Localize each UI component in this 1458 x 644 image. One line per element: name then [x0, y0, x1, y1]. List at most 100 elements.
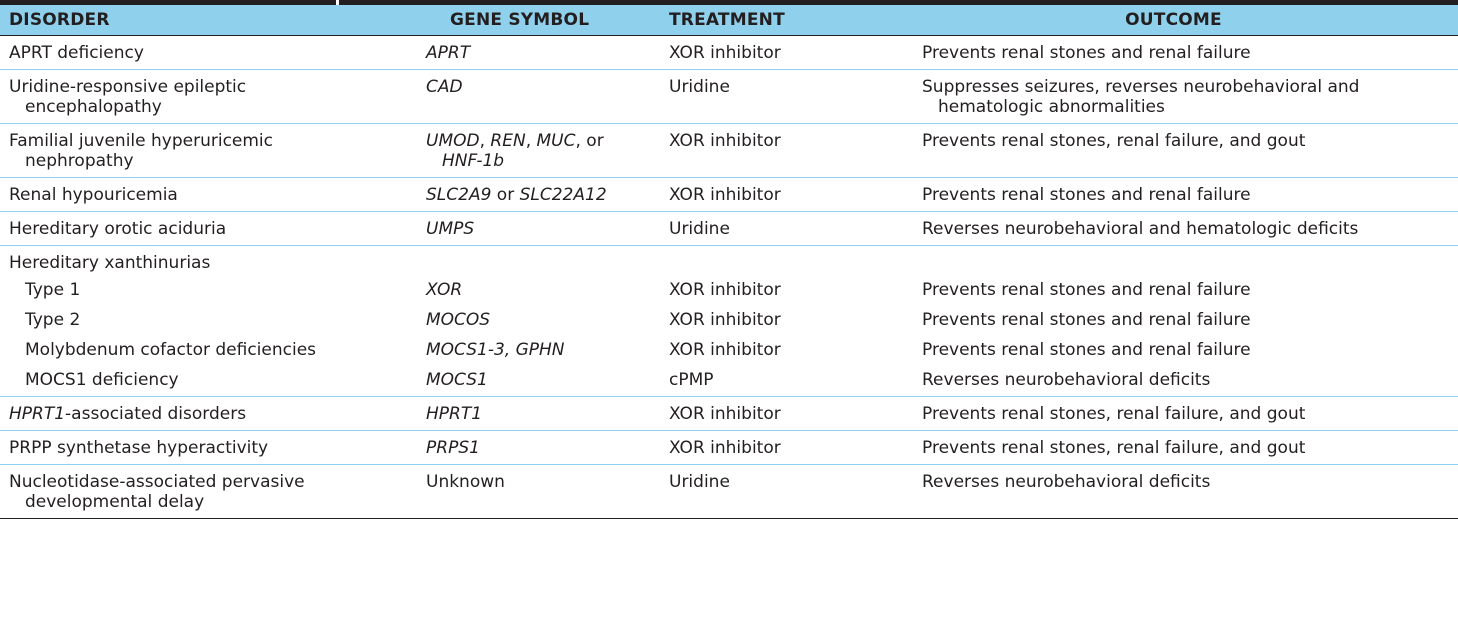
- disorder-cell: Uridine-responsive epileptic encephalopa…: [0, 69, 426, 124]
- disorder-cell: PRPP synthetase hyperactivity: [0, 430, 426, 465]
- outcome-cell: Reverses neurobehavioral deficits: [889, 464, 1458, 519]
- table-row: HPRT1-associated disorders HPRT1 XOR inh…: [0, 396, 1458, 431]
- gene-cell: [426, 246, 661, 274]
- outcome-text: Prevents renal stones and renal failure: [922, 43, 1251, 63]
- treatment-cell: XOR inhibitor: [661, 430, 889, 465]
- disorder-text: HPRT1-associated disorders: [9, 397, 426, 424]
- disorder-cell: MOCS1 deficiency: [0, 363, 426, 397]
- gene-separator: , or: [575, 131, 604, 151]
- gene-symbol: SLC22A12: [519, 185, 607, 205]
- treatment-cell: cPMP: [661, 363, 889, 397]
- outcome-cell: Reverses neurobehavioral deficits: [889, 363, 1458, 397]
- disorder-text: MOCS1 deficiency: [25, 370, 179, 390]
- treatment-text: XOR inhibitor: [669, 438, 781, 458]
- table-row: Type 2 MOCOS XOR inhibitor Prevents rena…: [0, 303, 1458, 333]
- outcome-cell: Prevents renal stones and renal failure: [889, 177, 1458, 212]
- disorder-cell: Renal hypouricemia: [0, 177, 426, 212]
- outcome-line: Suppresses seizures, reverses neurobehav…: [922, 77, 1360, 97]
- gene-text: CAD: [426, 77, 463, 97]
- gene-text: MOCS1-3, GPHN: [426, 340, 565, 360]
- outcome-line-continued: hematologic abnormalities: [938, 97, 1165, 117]
- disorder-line: Familial juvenile hyperuricemic: [9, 131, 274, 151]
- column-header-disorder: DISORDER: [0, 5, 426, 36]
- outcome-text: Prevents renal stones and renal failure: [922, 185, 1251, 205]
- table-row: Hereditary orotic aciduria UMPS Uridine …: [0, 211, 1458, 246]
- disorders-table: DISORDER GENE SYMBOL TREATMENT OUTCOME A…: [0, 5, 1458, 519]
- gene-cell: HPRT1: [426, 396, 661, 431]
- gene-text: MOCOS: [426, 310, 491, 330]
- header-row: DISORDER GENE SYMBOL TREATMENT OUTCOME: [0, 5, 1458, 36]
- treatment-text: XOR inhibitor: [669, 280, 781, 300]
- gene-cell: MOCS1: [426, 363, 661, 397]
- treatment-cell: Uridine: [661, 211, 889, 246]
- treatment-cell: XOR inhibitor: [661, 177, 889, 212]
- gene-separator: or: [491, 185, 520, 205]
- disorder-gene-prefix: HPRT1: [9, 404, 66, 424]
- gene-cell: MOCS1-3, GPHN: [426, 333, 661, 363]
- disorder-line: Nucleotidase-associated pervasive: [9, 472, 305, 492]
- gene-separator: ,: [525, 131, 537, 151]
- disorder-line-continued: developmental delay: [25, 492, 205, 512]
- disorder-text: Renal hypouricemia: [9, 185, 178, 205]
- table-row: Familial juvenile hyperuricemic nephropa…: [0, 123, 1458, 178]
- disorder-text: APRT deficiency: [9, 43, 144, 63]
- outcome-cell: [889, 246, 1458, 274]
- gene-separator: ,: [479, 131, 491, 151]
- treatment-text: Uridine: [669, 219, 730, 239]
- outcome-text: Reverses neurobehavioral deficits: [922, 472, 1211, 492]
- gene-symbol: SLC2A9: [426, 185, 492, 205]
- disorder-cell: Nucleotidase-associated pervasive develo…: [0, 464, 426, 519]
- disorder-text: Uridine-responsive epileptic encephalopa…: [9, 70, 426, 117]
- table-row: APRT deficiency APRT XOR inhibitor Preve…: [0, 35, 1458, 70]
- top-rule-gap: [336, 0, 339, 5]
- disorder-text: Type 1: [25, 280, 81, 300]
- treatment-cell: XOR inhibitor: [661, 273, 889, 303]
- outcome-cell: Suppresses seizures, reverses neurobehav…: [889, 69, 1458, 124]
- outcome-cell: Prevents renal stones, renal failure, an…: [889, 396, 1458, 431]
- treatment-text: Uridine: [669, 472, 730, 492]
- table-row: Molybdenum cofactor deficiencies MOCS1-3…: [0, 333, 1458, 363]
- disorder-cell: Hereditary xanthinurias: [0, 246, 426, 273]
- disorder-cell: Type 2: [0, 303, 426, 333]
- gene-text: UMPS: [426, 219, 475, 239]
- disorder-line: Uridine-responsive epileptic: [9, 77, 247, 97]
- treatment-cell: XOR inhibitor: [661, 35, 889, 70]
- gene-cell: UMOD, REN, MUC, or HNF-1b: [426, 123, 661, 178]
- outcome-text: Reverses neurobehavioral and hematologic…: [922, 219, 1359, 239]
- outcome-text: Prevents renal stones and renal failure: [922, 340, 1251, 360]
- column-header-outcome: OUTCOME: [889, 5, 1458, 36]
- outcome-cell: Prevents renal stones, renal failure, an…: [889, 430, 1458, 465]
- outcome-cell: Prevents renal stones and renal failure: [889, 303, 1458, 333]
- gene-symbol: MUC: [536, 131, 576, 151]
- disorder-cell: Hereditary orotic aciduria: [0, 211, 426, 246]
- table-group-row: Hereditary xanthinurias: [0, 246, 1458, 274]
- disorder-line-continued: encephalopathy: [25, 97, 162, 117]
- disorder-cell: Type 1: [0, 273, 426, 303]
- gene-cell: CAD: [426, 69, 661, 124]
- gene-symbol: REN: [490, 131, 526, 151]
- gene-text: XOR: [426, 280, 463, 300]
- treatment-text: cPMP: [669, 370, 714, 390]
- treatment-text: XOR inhibitor: [669, 340, 781, 360]
- treatment-cell: Uridine: [661, 464, 889, 519]
- gene-line: UMOD, REN, MUC, or: [426, 131, 661, 151]
- outcome-cell: Prevents renal stones and renal failure: [889, 333, 1458, 363]
- column-header-gene-symbol: GENE SYMBOL: [426, 5, 661, 36]
- disorder-text: Familial juvenile hyperuricemic nephropa…: [9, 124, 426, 171]
- disorder-text: Hereditary orotic aciduria: [9, 219, 227, 239]
- treatment-cell: XOR inhibitor: [661, 303, 889, 333]
- gene-text: HPRT1: [426, 404, 483, 424]
- treatment-text: XOR inhibitor: [669, 404, 781, 424]
- disorder-text: PRPP synthetase hyperactivity: [9, 438, 269, 458]
- outcome-cell: Reverses neurobehavioral and hematologic…: [889, 211, 1458, 246]
- table-row: Uridine-responsive epileptic encephalopa…: [0, 69, 1458, 124]
- column-header-treatment: TREATMENT: [661, 5, 889, 36]
- gene-line-continued: HNF-1b: [442, 151, 505, 171]
- outcome-cell: Prevents renal stones and renal failure: [889, 273, 1458, 303]
- gene-cell: XOR: [426, 273, 661, 303]
- table-row: PRPP synthetase hyperactivity PRPS1 XOR …: [0, 430, 1458, 465]
- outcome-text: Prevents renal stones, renal failure, an…: [922, 404, 1306, 424]
- gene-symbol: UMOD: [426, 131, 480, 151]
- disorder-cell: HPRT1-associated disorders: [0, 396, 426, 431]
- table-row: Type 1 XOR XOR inhibitor Prevents renal …: [0, 273, 1458, 303]
